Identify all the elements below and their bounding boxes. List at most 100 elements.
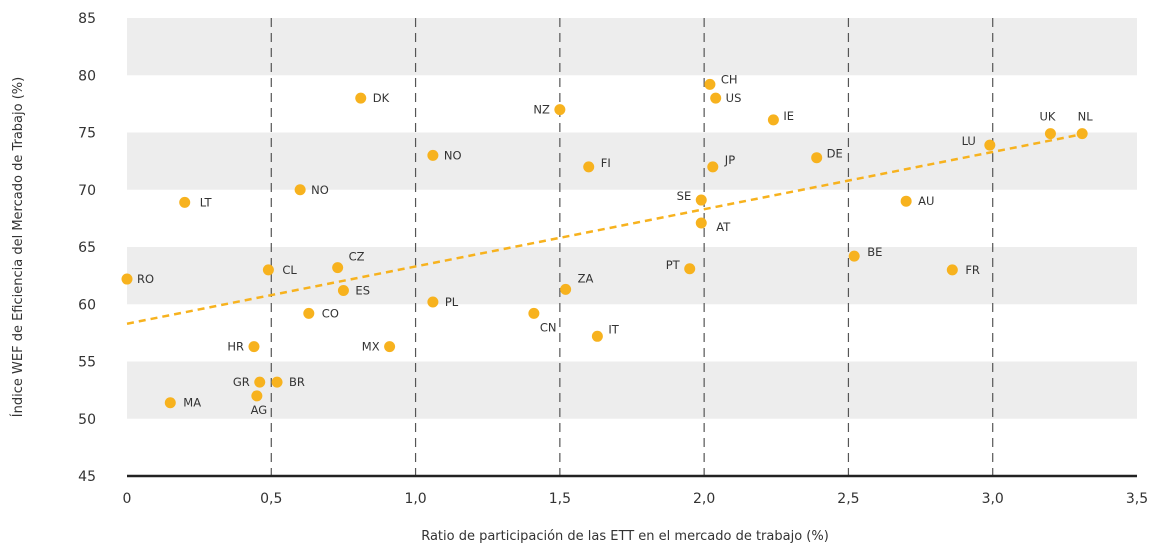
data-point bbox=[271, 376, 283, 388]
y-tick-label: 60 bbox=[78, 297, 96, 313]
background-bands bbox=[127, 18, 1137, 419]
point-label: DK bbox=[373, 91, 390, 105]
point-label: BE bbox=[867, 245, 882, 259]
data-point bbox=[583, 161, 595, 173]
y-tick-label: 80 bbox=[78, 68, 96, 84]
x-tick-label: 2,0 bbox=[693, 491, 715, 507]
data-point bbox=[528, 307, 540, 319]
point-label: CN bbox=[540, 320, 557, 334]
point-label: NL bbox=[1078, 110, 1094, 124]
x-tick-label: 3,5 bbox=[1126, 491, 1148, 507]
point-label: PL bbox=[445, 295, 459, 309]
point-label: AG bbox=[251, 403, 268, 417]
data-point bbox=[251, 390, 263, 402]
point-label: CH bbox=[721, 72, 738, 86]
point-label: UK bbox=[1039, 110, 1055, 124]
data-point bbox=[848, 250, 860, 262]
data-point bbox=[262, 264, 274, 276]
data-point bbox=[946, 264, 958, 276]
data-point bbox=[767, 114, 779, 126]
point-label: DE bbox=[827, 147, 843, 161]
data-point bbox=[900, 195, 912, 207]
point-label: PT bbox=[666, 258, 681, 272]
x-tick-label: 1,0 bbox=[404, 491, 426, 507]
point-label: HR bbox=[227, 340, 244, 354]
x-tick-label: 2,5 bbox=[837, 491, 859, 507]
grid-band bbox=[127, 247, 1137, 305]
point-label: FI bbox=[601, 156, 611, 170]
point-label: BR bbox=[289, 375, 305, 389]
data-point bbox=[164, 397, 176, 409]
y-tick-label: 65 bbox=[78, 240, 96, 256]
point-label: IT bbox=[608, 322, 619, 336]
data-point bbox=[179, 196, 191, 208]
point-label: IE bbox=[783, 109, 794, 123]
data-point bbox=[695, 194, 707, 206]
point-label: MA bbox=[183, 396, 201, 410]
trend-line bbox=[126, 133, 1080, 325]
x-tick-label: 3,0 bbox=[982, 491, 1004, 507]
y-tick-label: 85 bbox=[78, 11, 96, 27]
point-label: GR bbox=[233, 375, 250, 389]
point-label: RO bbox=[137, 272, 154, 286]
y-tick-label: 45 bbox=[78, 469, 96, 485]
y-tick-label: 55 bbox=[78, 355, 96, 371]
x-tick-label: 0 bbox=[123, 491, 132, 507]
vertical-gridlines bbox=[270, 18, 994, 476]
data-point bbox=[704, 78, 716, 90]
data-point bbox=[554, 104, 566, 116]
grid-band bbox=[127, 18, 1137, 76]
x-axis-title: Ratio de participación de las ETT en el … bbox=[421, 529, 829, 544]
data-point bbox=[294, 184, 306, 196]
grid-band bbox=[127, 361, 1137, 419]
point-label: CZ bbox=[349, 250, 365, 264]
y-tick-label: 50 bbox=[78, 412, 96, 428]
point-label: MX bbox=[362, 340, 380, 354]
point-label: LU bbox=[962, 134, 976, 148]
data-point bbox=[707, 161, 719, 173]
x-tick-labels: 0 0,5 1,0 1,5 2,0 2,5 3,0 3,5 bbox=[123, 491, 1149, 507]
y-axis-title: Índice WEF de Eficiencia del Mercado de … bbox=[10, 77, 26, 417]
grid-band bbox=[127, 132, 1137, 190]
data-point bbox=[332, 262, 344, 274]
x-tick-label: 0,5 bbox=[260, 491, 282, 507]
data-point bbox=[984, 139, 996, 151]
data-point bbox=[121, 273, 133, 285]
point-label: NZ bbox=[533, 103, 550, 117]
data-point bbox=[427, 296, 439, 308]
data-point bbox=[1076, 128, 1088, 140]
data-point bbox=[710, 92, 722, 104]
data-point bbox=[591, 330, 603, 342]
data-point bbox=[427, 149, 439, 161]
x-tick-label: 1,5 bbox=[549, 491, 571, 507]
data-point bbox=[248, 341, 260, 353]
data-point bbox=[254, 376, 266, 388]
point-label: US bbox=[726, 91, 742, 105]
data-point bbox=[355, 92, 367, 104]
point-label: JP bbox=[724, 153, 735, 167]
point-label: CO bbox=[322, 306, 339, 320]
point-label: ZA bbox=[578, 271, 594, 285]
point-label: SE bbox=[677, 189, 692, 203]
data-point bbox=[303, 307, 315, 319]
point-label: AT bbox=[716, 220, 731, 234]
data-point bbox=[684, 263, 696, 275]
point-label: ES bbox=[355, 284, 370, 298]
y-tick-label: 75 bbox=[78, 126, 96, 142]
y-tick-label: 70 bbox=[78, 183, 96, 199]
point-label: CL bbox=[282, 263, 297, 277]
point-label: AU bbox=[918, 194, 934, 208]
data-point bbox=[1044, 128, 1056, 140]
data-points bbox=[121, 78, 1088, 409]
data-point bbox=[384, 341, 396, 353]
y-tick-labels: 45 50 55 60 65 70 75 80 85 bbox=[78, 11, 96, 485]
point-label: NO bbox=[444, 148, 462, 162]
point-label: LT bbox=[200, 195, 213, 209]
data-point bbox=[560, 283, 572, 295]
point-label: FR bbox=[965, 263, 980, 277]
data-point bbox=[695, 217, 707, 229]
data-point bbox=[337, 285, 349, 297]
point-label: NO bbox=[311, 183, 329, 197]
